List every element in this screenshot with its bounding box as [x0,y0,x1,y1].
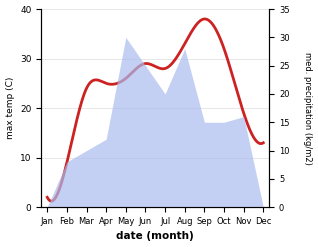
Y-axis label: max temp (C): max temp (C) [5,77,15,139]
Y-axis label: med. precipitation (kg/m2): med. precipitation (kg/m2) [303,52,313,165]
X-axis label: date (month): date (month) [116,231,194,242]
